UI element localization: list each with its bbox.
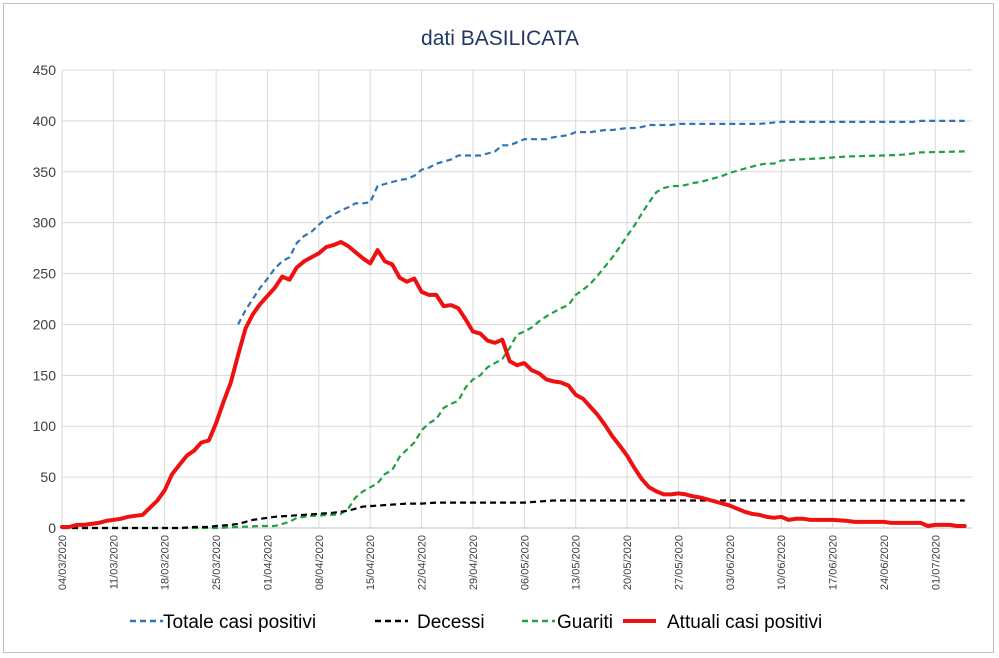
series-line-0 — [237, 119, 965, 325]
y-tick-label: 400 — [33, 113, 57, 129]
chart-title: dati BASILICATA — [421, 27, 579, 50]
x-tick-label: 01/04/2020 — [262, 535, 274, 590]
legend-label: Decessi — [417, 612, 485, 633]
y-tick-label: 450 — [33, 62, 57, 78]
x-tick-label: 27/05/2020 — [673, 535, 685, 590]
legend-label: Guariti — [557, 612, 613, 633]
x-tick-label: 11/03/2020 — [108, 535, 120, 589]
y-tick-label: 50 — [40, 469, 56, 485]
series-line-1 — [62, 499, 965, 530]
x-tick-label: 04/03/2020 — [57, 535, 69, 590]
y-tick-label: 0 — [48, 520, 56, 536]
x-tick-label: 25/03/2020 — [211, 535, 223, 590]
x-tick-label: 03/06/2020 — [725, 535, 737, 590]
chart-frame — [3, 3, 994, 653]
legend-label: Attuali casi positivi — [667, 612, 822, 633]
y-tick-label: 250 — [33, 266, 57, 282]
y-tick-label: 200 — [33, 316, 57, 332]
x-tick-label: 06/05/2020 — [519, 535, 531, 590]
x-tick-label: 24/06/2020 — [879, 535, 891, 590]
series-line-3 — [60, 240, 967, 529]
series-lines — [60, 119, 967, 530]
series-line-2 — [62, 150, 965, 530]
y-tick-label: 350 — [33, 164, 57, 180]
x-tick-label: 20/05/2020 — [622, 535, 634, 590]
y-axis-ticks: 0 50 100 150 200 250 300 350 400 450 — [33, 62, 57, 536]
y-tick-label: 150 — [33, 367, 57, 383]
x-tick-label: 08/04/2020 — [314, 535, 326, 590]
legend-label: Totale casi positivi — [163, 612, 316, 633]
x-axis-ticks: 04/03/2020 11/03/2020 18/03/2020 25/03/2020… — [57, 535, 942, 590]
x-tick-label: 22/04/2020 — [417, 535, 429, 590]
x-tick-label: 10/06/2020 — [776, 535, 788, 590]
y-tick-label: 300 — [33, 215, 57, 231]
y-tick-label: 100 — [33, 418, 57, 434]
x-tick-label: 15/04/2020 — [365, 535, 377, 590]
x-tick-label: 01/07/2020 — [930, 535, 942, 590]
legend: Totale casi positivi Decessi Guariti Attual… — [130, 612, 822, 633]
grid — [61, 69, 972, 529]
x-tick-label: 13/05/2020 — [571, 535, 583, 590]
x-tick-label: 29/04/2020 — [468, 535, 480, 590]
x-tick-label: 17/06/2020 — [828, 535, 840, 590]
x-tick-label: 18/03/2020 — [160, 535, 172, 590]
